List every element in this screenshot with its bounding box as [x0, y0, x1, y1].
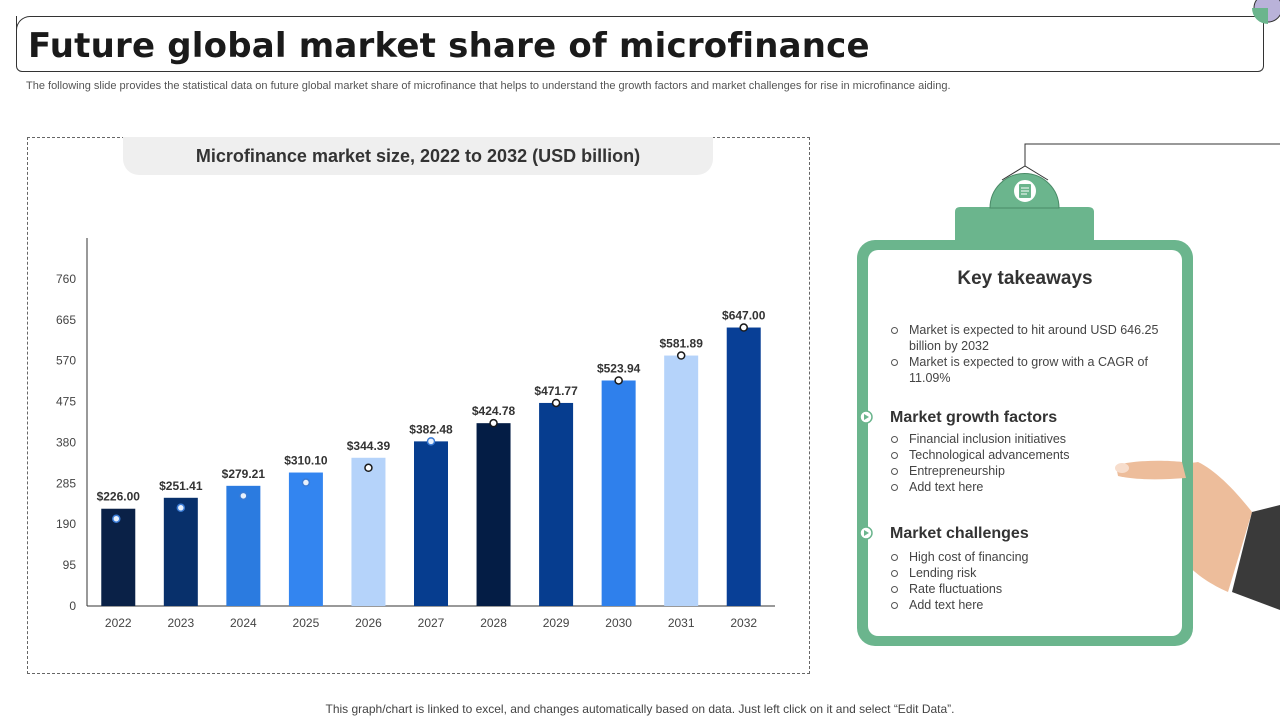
- y-tick-label: 665: [56, 313, 76, 327]
- y-tick-label: 190: [56, 517, 76, 531]
- bar-2027[interactable]: [414, 441, 448, 606]
- takeaways-heading: Key takeaways: [957, 268, 1093, 289]
- x-tick-label: 2028: [480, 616, 507, 630]
- list-item: Entrepreneurship: [890, 463, 1160, 479]
- data-point-marker: [614, 376, 623, 385]
- data-point-marker: [364, 463, 373, 473]
- data-point-marker: [176, 503, 186, 513]
- data-point-marker: [112, 514, 121, 523]
- data-label: $523.94: [597, 361, 641, 375]
- summary-item: Market is expected to hit around USD 646…: [890, 322, 1160, 354]
- x-tick-label: 2023: [167, 616, 194, 630]
- data-label: $279.21: [222, 467, 266, 481]
- x-tick-label: 2026: [355, 616, 382, 630]
- bar-2026[interactable]: [351, 457, 386, 606]
- bar-2024[interactable]: [226, 485, 261, 606]
- challenges-arrow-icon: [859, 526, 873, 540]
- footer-note: This graph/chart is linked to excel, and…: [325, 702, 955, 716]
- y-tick-label: 0: [69, 599, 76, 613]
- page-subtitle: The following slide provides the statist…: [26, 80, 951, 92]
- bar-2031[interactable]: [664, 355, 699, 606]
- data-point-marker: [551, 398, 561, 408]
- data-label: $424.78: [472, 404, 516, 418]
- y-tick-label: 285: [56, 476, 76, 490]
- data-label: $310.10: [284, 454, 328, 468]
- y-tick-label: 570: [56, 354, 76, 368]
- x-tick-label: 2027: [418, 616, 445, 630]
- summary-list: Market is expected to hit around USD 646…: [890, 322, 1160, 386]
- bar-2022[interactable]: [101, 508, 136, 606]
- list-item: Add text here: [890, 479, 1160, 495]
- x-tick-label: 2024: [230, 616, 257, 630]
- bar-2028[interactable]: [476, 423, 511, 606]
- clipboard-paper: [868, 250, 1182, 636]
- bar-2023[interactable]: [163, 497, 198, 606]
- y-tick-label: 380: [56, 435, 76, 449]
- x-tick-label: 2030: [605, 616, 632, 630]
- y-tick-label: 760: [56, 272, 76, 286]
- bar-2032[interactable]: [726, 327, 761, 606]
- data-label: $226.00: [97, 490, 141, 504]
- x-tick-label: 2031: [668, 616, 695, 630]
- y-tick-label: 95: [63, 558, 77, 572]
- list-item: High cost of financing: [890, 549, 1160, 565]
- data-label: $647.00: [722, 309, 766, 323]
- data-label: $251.41: [159, 479, 203, 493]
- data-label: $382.48: [409, 422, 453, 436]
- connector-line: [1024, 143, 1280, 166]
- list-item: Add text here: [890, 597, 1160, 613]
- data-label: $471.77: [534, 384, 578, 398]
- x-tick-label: 2032: [730, 616, 757, 630]
- data-point-marker: [239, 491, 248, 501]
- data-point-marker: [426, 437, 436, 446]
- page-title: Future global market share of microfinan…: [28, 26, 870, 66]
- list-item: Financial inclusion initiatives: [890, 431, 1160, 447]
- data-label: $344.39: [347, 439, 391, 453]
- challenges-list: High cost of financing Lending risk Rate…: [890, 549, 1160, 613]
- corner-decoration-icon: [1252, 0, 1280, 24]
- growth-arrow-icon: [859, 410, 873, 424]
- x-tick-label: 2029: [543, 616, 570, 630]
- summary-item: Market is expected to grow with a CAGR o…: [890, 354, 1160, 386]
- growth-factors-list: Financial inclusion initiatives Technolo…: [890, 431, 1160, 495]
- data-label: $581.89: [659, 337, 703, 351]
- list-item: Lending risk: [890, 565, 1160, 581]
- y-tick-label: 475: [56, 395, 76, 409]
- list-item: Technological advancements: [890, 447, 1160, 463]
- title-frame: [16, 16, 1264, 72]
- x-tick-label: 2025: [293, 616, 320, 630]
- list-item: Rate fluctuations: [890, 581, 1160, 597]
- x-tick-label: 2022: [105, 616, 132, 630]
- challenges-title: Market challenges: [890, 525, 1029, 542]
- data-point-marker: [489, 418, 498, 428]
- bar-2029[interactable]: [539, 402, 574, 606]
- chart-title: Microfinance market size, 2022 to 2032 (…: [123, 137, 713, 175]
- data-point-marker: [676, 351, 686, 360]
- bar-2030[interactable]: [601, 380, 636, 606]
- bar-2025[interactable]: [288, 472, 323, 606]
- clipboard-clip: [945, 207, 1103, 246]
- growth-factors-title: Market growth factors: [890, 409, 1058, 426]
- data-point-marker: [739, 323, 748, 332]
- data-point-marker: [301, 478, 311, 487]
